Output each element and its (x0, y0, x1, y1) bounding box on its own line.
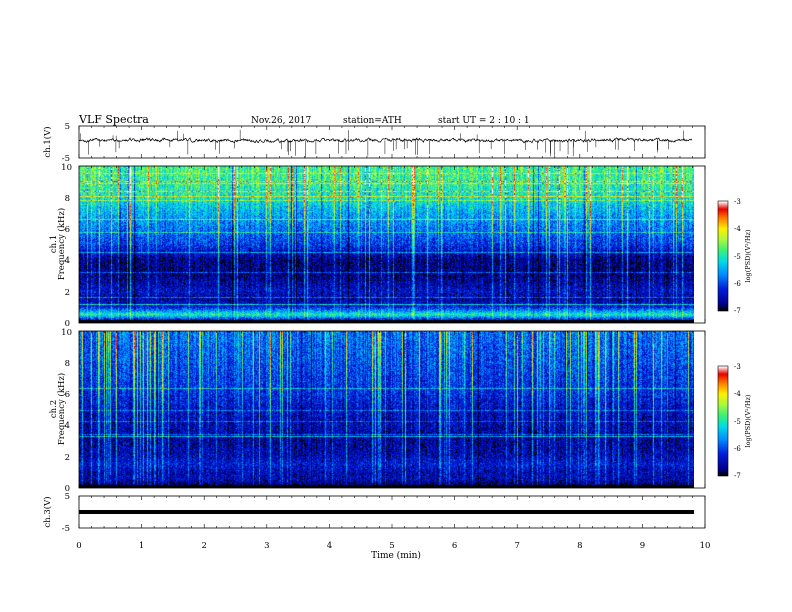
ch1-spectrogram-image (79, 166, 694, 323)
ch1-waveform-xticks (78, 126, 706, 158)
date-label: Nov.26, 2017 (251, 116, 312, 126)
ch2-cbtick-neg3: -3 (734, 363, 741, 371)
ch2-spectrogram-panel: 0 2 4 6 8 10 ch.2 Frequency (kHz) (49, 328, 706, 494)
ch3-ytick-neg5: -5 (62, 524, 70, 534)
ch3-ytick-5: 5 (65, 492, 70, 502)
ch2-colorbar-frame (717, 365, 729, 477)
ch3-waveform-panel: 5 -5 ch.3(V) (42, 492, 706, 534)
ch1-waveform-ylabel: ch.1(V) (42, 126, 53, 157)
start-time-label: start UT = 2 : 10 : 1 (438, 116, 530, 126)
ch2-spectrogram-ylabel-channel: ch.2 (49, 400, 59, 418)
ch2-colorbar-label: log(PSD)(V²/Hz) (744, 394, 752, 447)
figure-title: VLF Spectra (78, 113, 149, 126)
ch1-ytick-6: 6 (65, 225, 70, 235)
ch1-spectrogram-yticks: 0 2 4 6 8 10 (61, 163, 72, 329)
ch1-ytick-5: 5 (65, 122, 70, 132)
ch2-spectrogram-xticks (78, 331, 706, 488)
ch3-waveform-xticks (78, 496, 706, 528)
time-xtick-label-4: 4 (327, 541, 332, 551)
time-xtick-label-0: 0 (76, 541, 81, 551)
ch2-ytick-6: 6 (65, 390, 70, 400)
ch1-cbtick-neg7: -7 (734, 307, 741, 315)
time-xtick-label-10: 10 (700, 541, 711, 551)
ch1-waveform-spikes (79, 129, 684, 158)
ch1-ytick-8: 8 (65, 194, 70, 204)
ch1-cbtick-neg5: -5 (734, 253, 741, 261)
ch2-spectrogram-ylabel-frequency: Frequency (kHz) (56, 373, 67, 445)
ch2-cbtick-neg4: -4 (734, 390, 741, 398)
ch2-spectrogram-yticks: 0 2 4 6 8 10 (61, 328, 72, 494)
time-xtick-label-1: 1 (139, 541, 144, 551)
ch1-ytick-4: 4 (65, 256, 70, 266)
ch1-colorbar-gradient (718, 201, 728, 311)
ch3-waveform-ylabel: ch.3(V) (42, 496, 53, 527)
ch1-ytick-neg5: -5 (62, 154, 70, 164)
ch2-ytick-10: 10 (61, 328, 72, 338)
ch1-waveform-panel: 5 -5 ch.1(V) (42, 122, 706, 164)
ch1-colorbar-label: log(PSD)(V²/Hz) (744, 229, 752, 282)
ch1-cbtick-neg3: -3 (734, 198, 741, 206)
ch1-waveform-frame (78, 125, 706, 159)
ch1-cbtick-neg6: -6 (734, 280, 741, 288)
ch2-ytick-2: 2 (65, 453, 70, 463)
ch1-spectrogram-ylabel-frequency: Frequency (kHz) (56, 208, 67, 280)
time-xtick-label-5: 5 (389, 541, 394, 551)
ch1-cbtick-neg4: -4 (734, 225, 741, 233)
time-xtick-label-6: 6 (452, 541, 457, 551)
ch1-ytick-0: 0 (65, 319, 70, 329)
ch2-cbtick-neg6: -6 (734, 445, 741, 453)
ch1-spectrogram-ylabel-channel: ch.1 (49, 235, 59, 253)
time-axis-label: Time (min) (371, 550, 421, 561)
ch1-spectrogram-panel: 0 2 4 6 8 10 ch.1 Frequency (kHz) (49, 163, 706, 329)
ch2-ytick-8: 8 (65, 359, 70, 369)
ch2-colorbar: -3 -4 -5 -6 -7 log(PSD)(V²/Hz) (717, 363, 752, 480)
ch2-ytick-0: 0 (65, 484, 70, 494)
station-label: station=ATH (343, 116, 402, 126)
ch1-colorbar-frame (717, 200, 729, 312)
ch2-colorbar-gradient (718, 366, 728, 476)
ch1-spectrogram-xticks (78, 166, 706, 323)
ch1-ytick-2: 2 (65, 288, 70, 298)
ch2-cbtick-neg5: -5 (734, 418, 741, 426)
time-axis-ticklabels: 0 1 2 3 4 5 6 7 8 9 10 (76, 541, 710, 551)
time-xtick-label-8: 8 (577, 541, 582, 551)
ch1-waveform-line (78, 137, 693, 144)
ch2-cbtick-neg7: -7 (734, 472, 741, 480)
ch2-spectrogram-image (79, 331, 694, 488)
ch2-ytick-4: 4 (65, 421, 70, 431)
time-xtick-label-9: 9 (640, 541, 645, 551)
time-xtick-label-7: 7 (514, 541, 519, 551)
time-xtick-label-3: 3 (264, 541, 269, 551)
ch1-ytick-10: 10 (61, 163, 72, 173)
ch1-colorbar: -3 -4 -5 -6 -7 log(PSD)(V²/Hz) (717, 198, 752, 315)
time-xtick-label-2: 2 (201, 541, 206, 551)
